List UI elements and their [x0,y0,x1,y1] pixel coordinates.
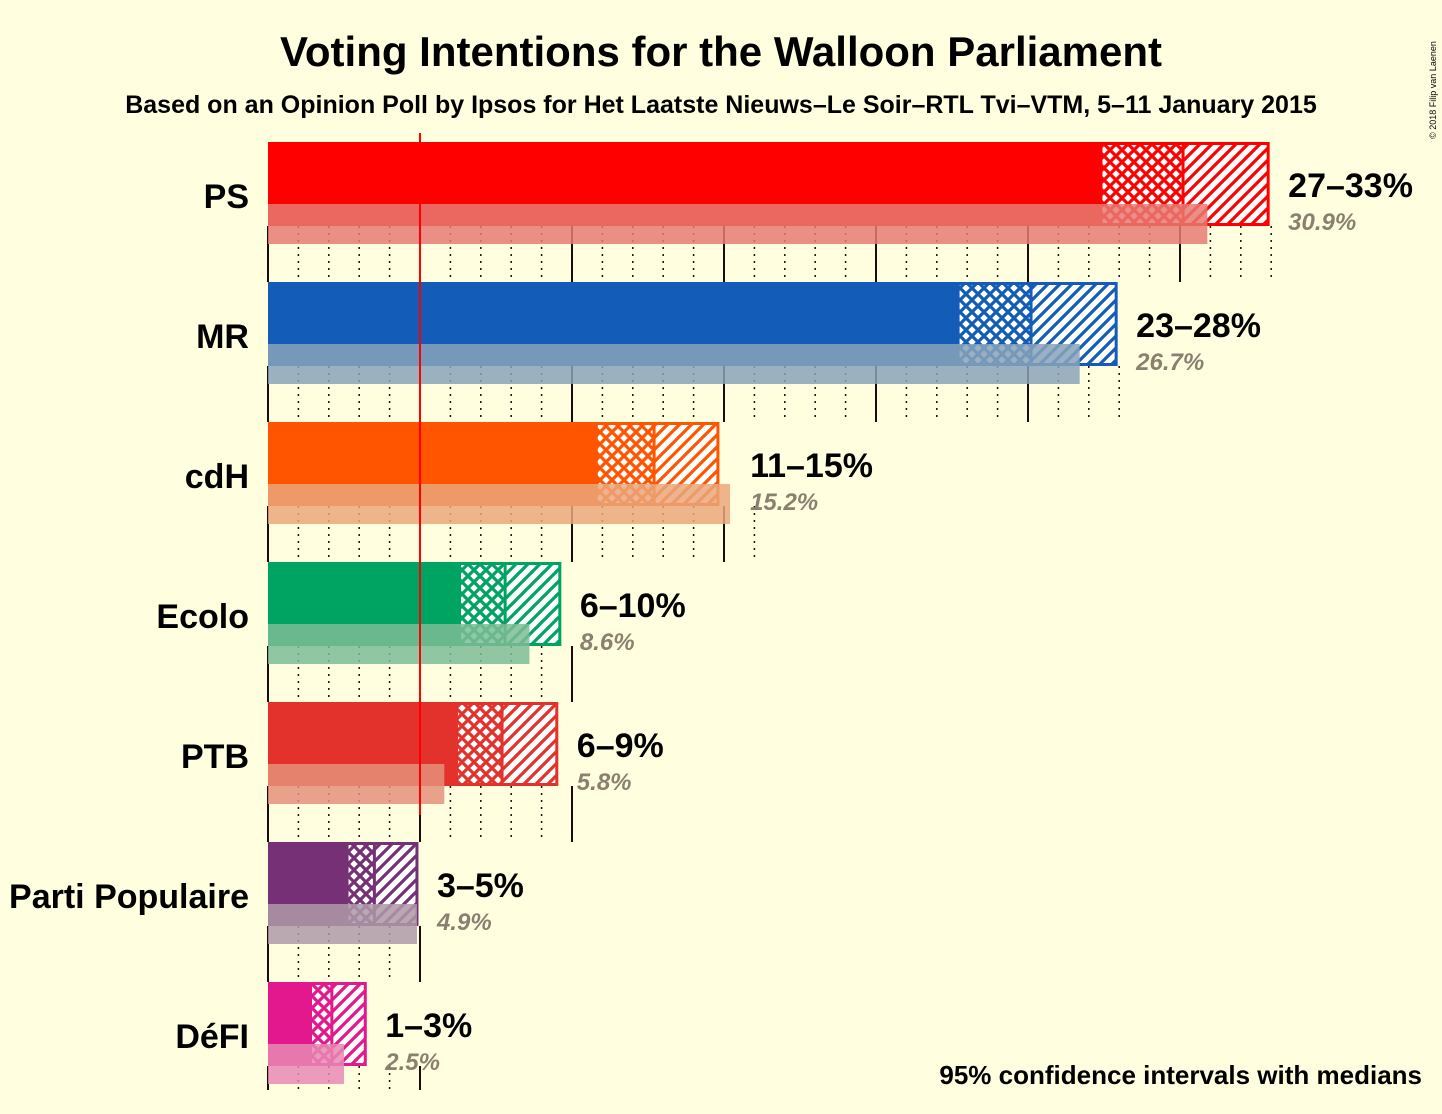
labels-group: PS 27–33% 30.9% MR 23–28% 26.7% cdH 11–15% 15.2%… [9,167,1413,1076]
ci-outline [454,702,559,786]
party-label: DéFI [175,1018,249,1056]
range-label: 1–3% [385,1007,472,1045]
previous-result-bar [268,484,731,524]
previous-result-bar [268,624,530,664]
previous-result-bar [268,764,445,804]
ci-upper-bar [502,702,557,786]
previous-result-bar [268,1044,344,1084]
previous-result-bar [268,344,1080,384]
chart-title: Voting Intentions for the Walloon Parlia… [280,28,1162,75]
previous-result-label: 5.8% [577,769,632,796]
party-bar-cdh [268,422,731,524]
range-label: 27–33% [1288,167,1413,205]
party-bar-mr [268,282,1118,384]
party-bar-ps [268,142,1270,244]
previous-result-label: 2.5% [384,1049,440,1076]
party-label: Parti Populaire [9,878,249,916]
range-label: 11–15% [750,447,873,485]
party-bar-parti-populaire [268,842,419,944]
legend-text: 95% confidence intervals with medians [939,1060,1422,1090]
range-label: 3–5% [437,867,524,905]
previous-result-label: 30.9% [1288,209,1356,236]
bars-group [268,142,1270,1084]
party-bar-ptb [268,702,559,804]
previous-result-bar [268,204,1208,244]
range-label: 6–9% [577,727,664,765]
copyright-text: © 2018 Filip van Laenen [1428,41,1438,139]
previous-result-label: 15.2% [750,489,818,516]
party-bar-défi [268,982,367,1084]
chart-subtitle: Based on an Opinion Poll by Ipsos for He… [125,91,1317,119]
party-label: cdH [185,458,249,496]
party-bar-ecolo [268,562,562,664]
range-label: 6–10% [580,587,686,625]
party-label: Ecolo [156,598,249,636]
previous-result-label: 26.7% [1135,349,1204,376]
party-label: PTB [181,738,249,776]
range-label: 23–28% [1136,307,1261,345]
previous-result-label: 8.6% [580,629,635,656]
party-label: PS [204,178,249,216]
ci-lower-bar [456,702,503,786]
grid-lines [267,226,1272,1090]
party-label: MR [196,318,249,356]
previous-result-bar [268,904,417,944]
previous-result-label: 4.9% [436,909,492,936]
